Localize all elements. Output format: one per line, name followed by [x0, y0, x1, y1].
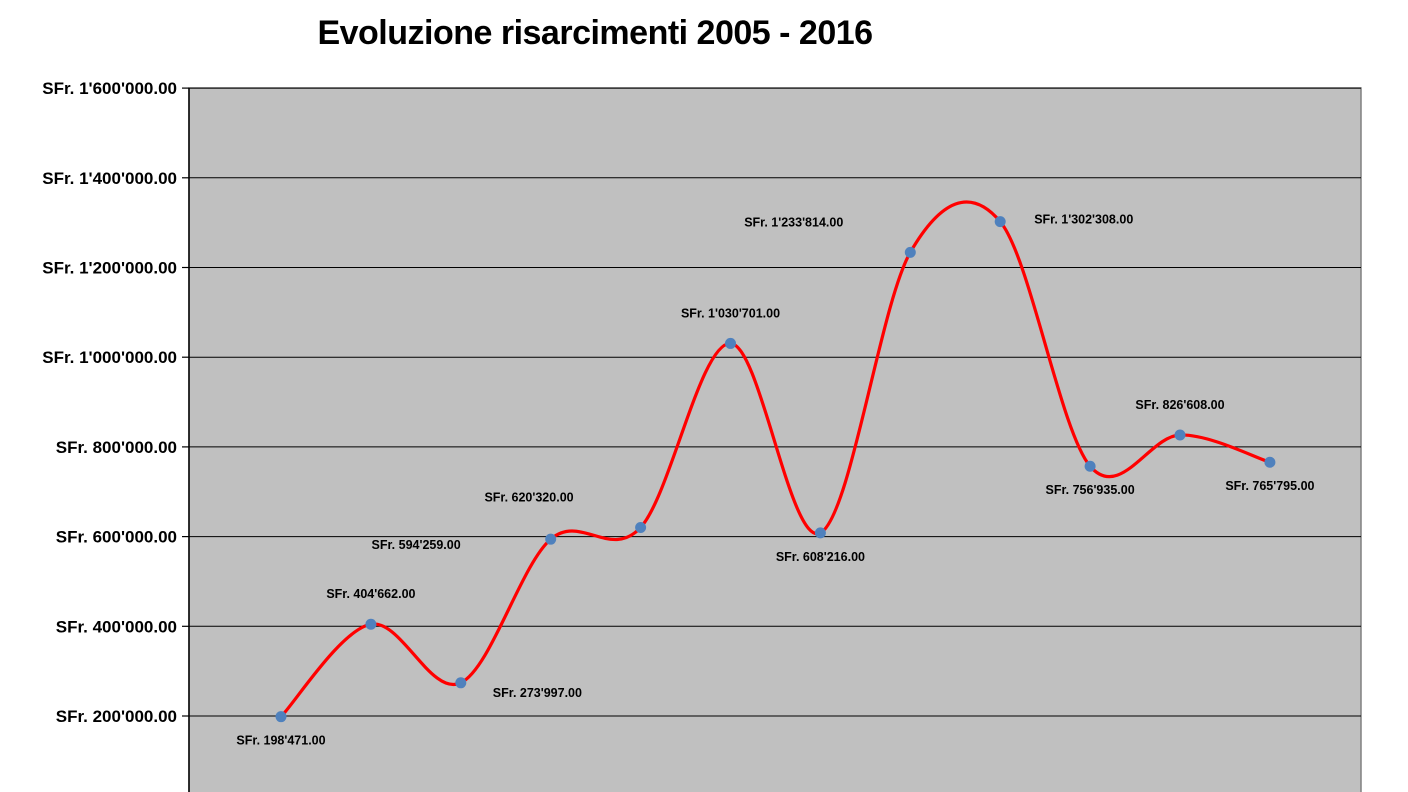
gridlines — [189, 87, 1361, 717]
data-label: SFr. 826'608.00 — [1135, 398, 1224, 412]
y-tick-label: SFr. 1'000'000.00 — [42, 348, 177, 367]
data-label-layer: SFr. 198'471.00 SFr. 404'662.00 SFr. 273'9… — [236, 213, 1314, 748]
data-label: SFr. 756'935.00 — [1046, 483, 1135, 497]
data-label: SFr. 765'795.00 — [1225, 479, 1314, 493]
data-point-marker — [275, 711, 287, 723]
data-point-marker — [1264, 456, 1276, 468]
data-point-marker — [635, 521, 647, 533]
data-point-marker — [904, 246, 916, 258]
data-label: SFr. 1'302'308.00 — [1034, 213, 1133, 227]
data-label: SFr. 404'662.00 — [326, 587, 415, 601]
data-point-marker — [365, 618, 377, 630]
data-point-marker — [725, 337, 736, 349]
data-label: SFr. 1'030'701.00 — [681, 306, 780, 320]
y-tick-label: SFr. 400'000.00 — [56, 617, 177, 636]
data-point-marker — [455, 677, 467, 689]
marker-layer — [275, 216, 1276, 723]
y-tick-label: SFr. 1'600'000.00 — [42, 79, 177, 98]
data-label: SFr. 608'216.00 — [776, 550, 865, 564]
chart-title: Evoluzione risarcimenti 2005 - 2016 — [317, 14, 873, 52]
y-tick-label: SFr. 1'400'000.00 — [42, 169, 177, 188]
data-point-marker — [994, 216, 1006, 228]
y-tick-label: SFr. 200'000.00 — [56, 707, 177, 726]
data-point-marker — [1174, 429, 1186, 441]
y-tick-label: SFr. 1'200'000.00 — [42, 259, 177, 278]
data-label: SFr. 1'233'814.00 — [744, 215, 843, 229]
y-tick-label: SFr. 600'000.00 — [56, 528, 177, 547]
data-point-marker — [814, 527, 826, 539]
data-label: SFr. 198'471.00 — [236, 734, 325, 748]
data-label: SFr. 273'997.00 — [493, 686, 582, 700]
data-point-marker — [545, 533, 557, 545]
data-label: SFr. 620'320.00 — [484, 490, 573, 504]
y-tick-label: SFr. 800'000.00 — [56, 438, 177, 457]
data-point-marker — [1084, 460, 1096, 472]
data-label: SFr. 594'259.00 — [372, 538, 461, 552]
y-axis: SFr. 200'000.00 SFr. 400'000.00 SFr. 600'0… — [42, 79, 190, 792]
